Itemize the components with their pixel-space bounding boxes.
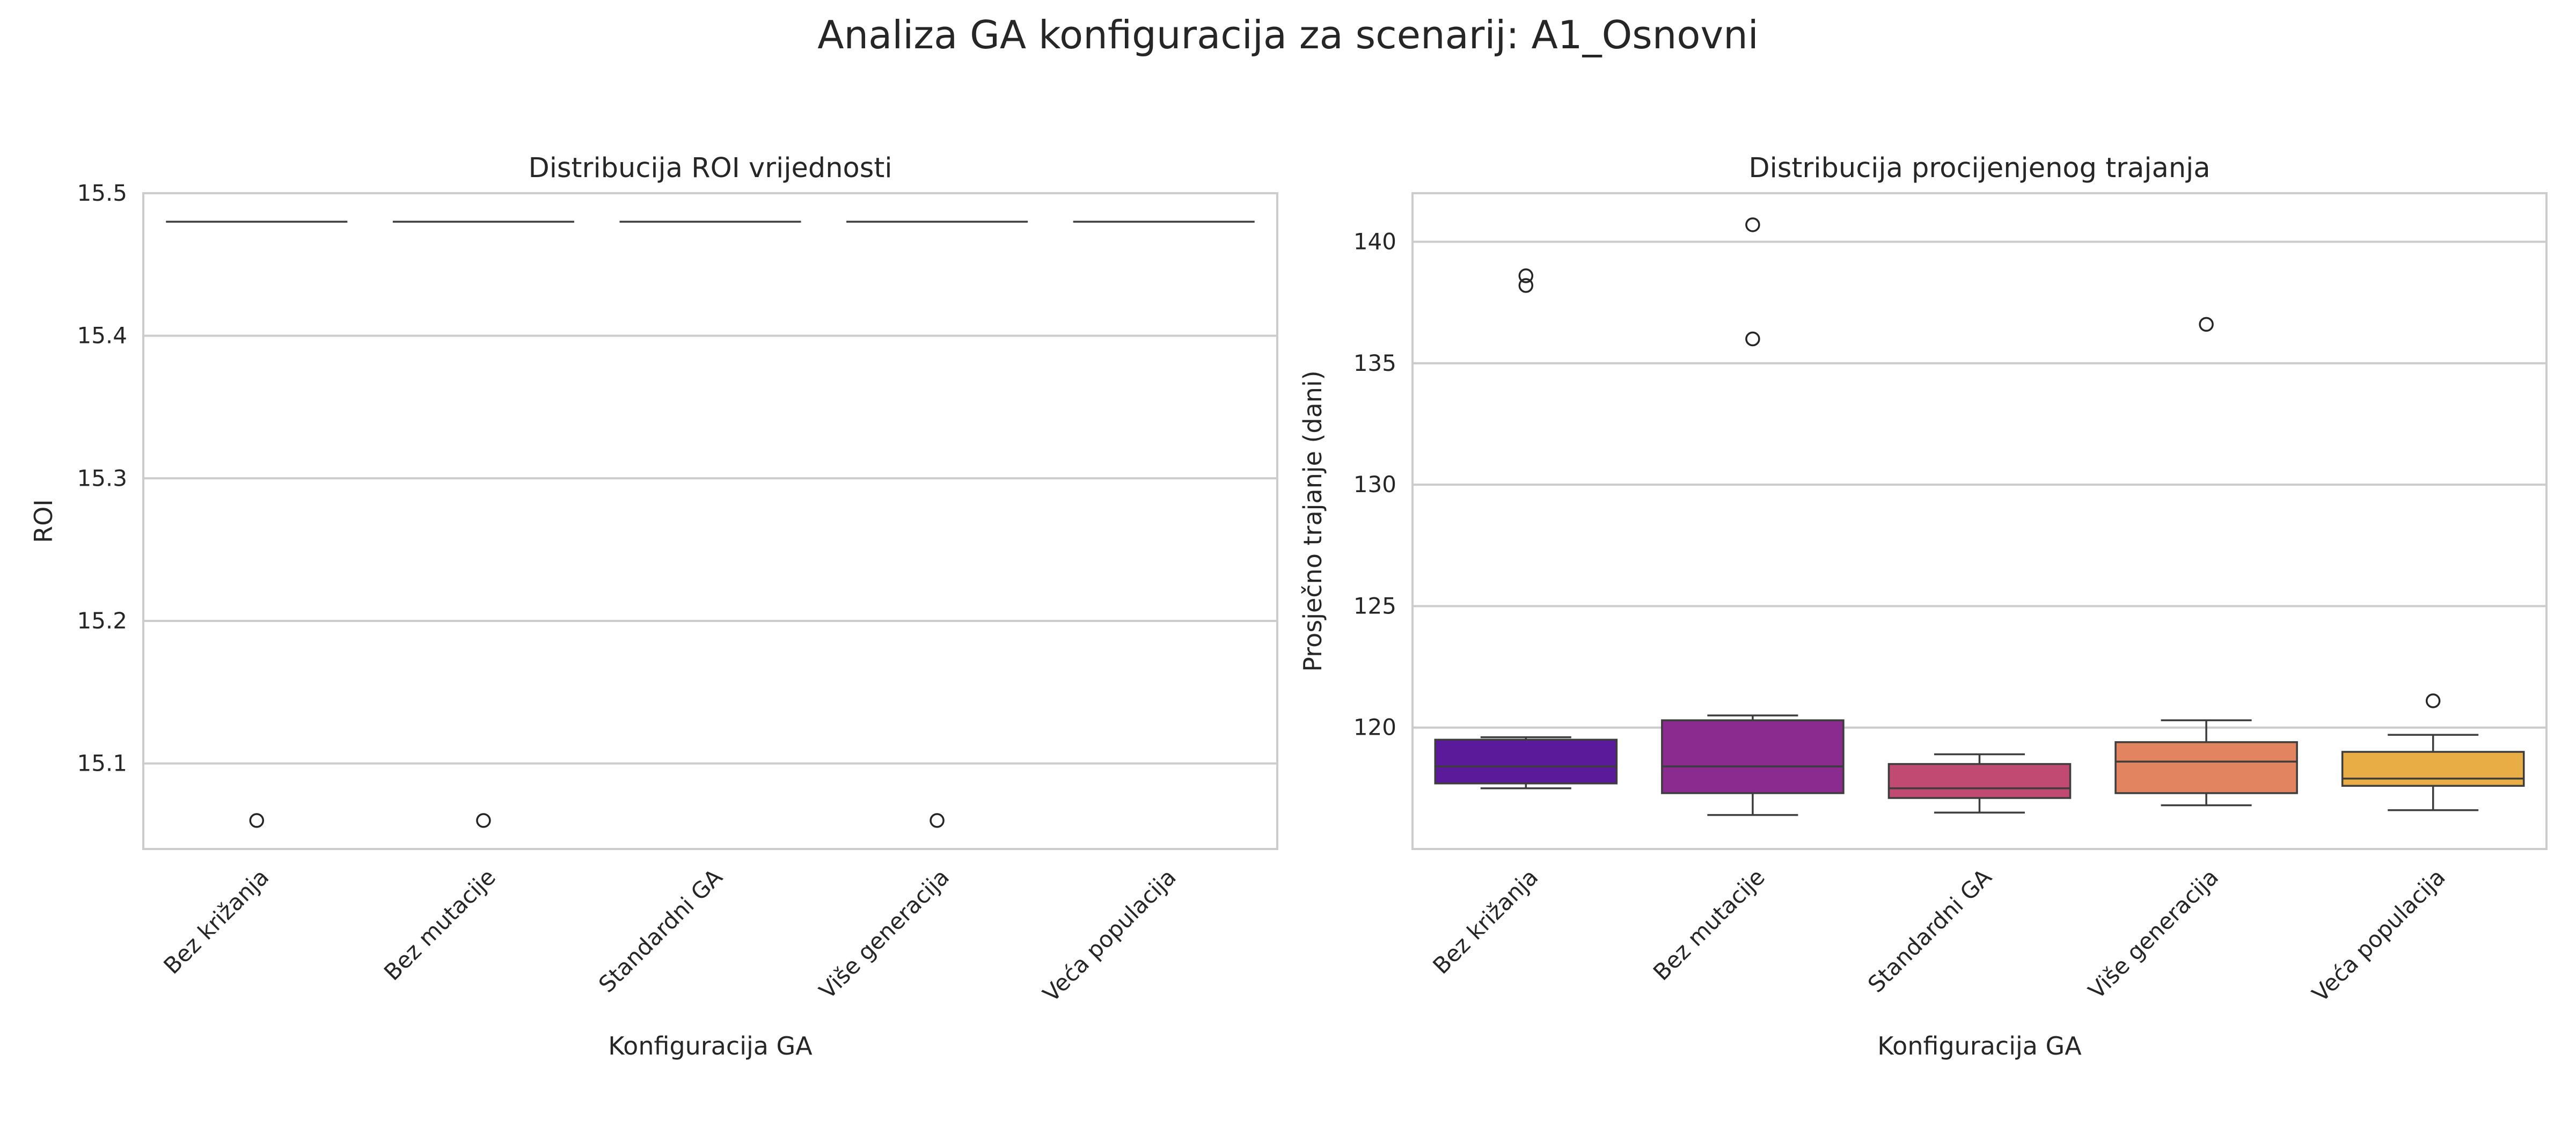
y-tick-label: 15.3 bbox=[77, 465, 127, 491]
box-rect bbox=[2114, 741, 2298, 794]
y-axis-label: ROI bbox=[29, 499, 58, 543]
x-axis-label: Konfiguracija GA bbox=[608, 1031, 813, 1060]
box-4 bbox=[2114, 317, 2298, 807]
y-tick-label: 120 bbox=[1353, 714, 1396, 741]
figure-suptitle: Analiza GA konfiguracija za scenarij: A1… bbox=[817, 12, 1758, 57]
box-rect bbox=[1434, 738, 1618, 785]
panel-title: Distribucija procijenjenog trajanja bbox=[1748, 152, 2210, 184]
y-tick-label: 130 bbox=[1353, 471, 1396, 497]
box-rect bbox=[1661, 719, 1845, 794]
chart-panel-2: 120 125 130 135 140 Bez križanja Bez mutacije S… bbox=[1298, 152, 2548, 1060]
x-axis-label: Konfiguracija GA bbox=[1877, 1031, 2082, 1060]
outlier-point bbox=[1745, 331, 1760, 347]
panel-title: Distribucija ROI vrijednosti bbox=[528, 152, 892, 184]
y-tick-label: 15.4 bbox=[77, 323, 127, 349]
x-tick-label: Bez mutacije bbox=[379, 863, 501, 985]
axes-frame bbox=[1411, 192, 2548, 850]
y-tick-label: 15.2 bbox=[77, 608, 127, 634]
y-tick-label: 125 bbox=[1353, 592, 1396, 619]
box-3 bbox=[1887, 753, 2072, 814]
axes-frame bbox=[142, 192, 1278, 850]
y-tick-label: 15.5 bbox=[77, 180, 127, 206]
box-5 bbox=[2341, 693, 2525, 811]
outlier-point bbox=[930, 813, 945, 828]
box-2 bbox=[1661, 217, 1845, 816]
box-rect bbox=[1887, 763, 2072, 799]
x-tick-label: Standardni GA bbox=[1863, 863, 1997, 998]
x-tick-label: Veća populacija bbox=[2307, 863, 2450, 1007]
outlier-point bbox=[2425, 693, 2441, 708]
x-tick-label: Bez križanja bbox=[1428, 863, 1543, 979]
x-tick-label: Veća populacija bbox=[1038, 863, 1181, 1007]
y-axis-label: Prosječno trajanje (dani) bbox=[1298, 370, 1327, 671]
box-rect bbox=[2341, 751, 2525, 787]
chart-panel-1: 15.1 15.2 15.3 15.4 15.5 Bez križanja Bez muta… bbox=[29, 152, 1278, 1060]
outlier-point bbox=[249, 813, 265, 828]
x-tick-label: Standardni GA bbox=[594, 863, 728, 998]
outlier-point bbox=[1745, 217, 1760, 232]
box-1 bbox=[166, 221, 348, 828]
box-1 bbox=[1434, 268, 1618, 789]
chart-panels: 15.1 15.2 15.3 15.4 15.5 Bez križanja Bez muta… bbox=[29, 152, 2548, 1060]
box-2 bbox=[392, 221, 574, 828]
outlier-point bbox=[1518, 278, 1534, 293]
y-tick-label: 135 bbox=[1353, 350, 1396, 376]
outlier-point bbox=[1518, 268, 1534, 283]
box-4 bbox=[846, 221, 1028, 828]
x-tick-label: Više generacija bbox=[2083, 863, 2223, 1004]
x-tick-label: Više generacija bbox=[814, 863, 954, 1004]
x-tick-label: Bez mutacije bbox=[1648, 863, 1770, 985]
outlier-point bbox=[2199, 317, 2214, 332]
outlier-point bbox=[476, 813, 491, 828]
x-tick-label: Bez križanja bbox=[158, 863, 274, 979]
y-tick-label: 140 bbox=[1353, 229, 1396, 255]
y-tick-label: 15.1 bbox=[77, 750, 127, 777]
